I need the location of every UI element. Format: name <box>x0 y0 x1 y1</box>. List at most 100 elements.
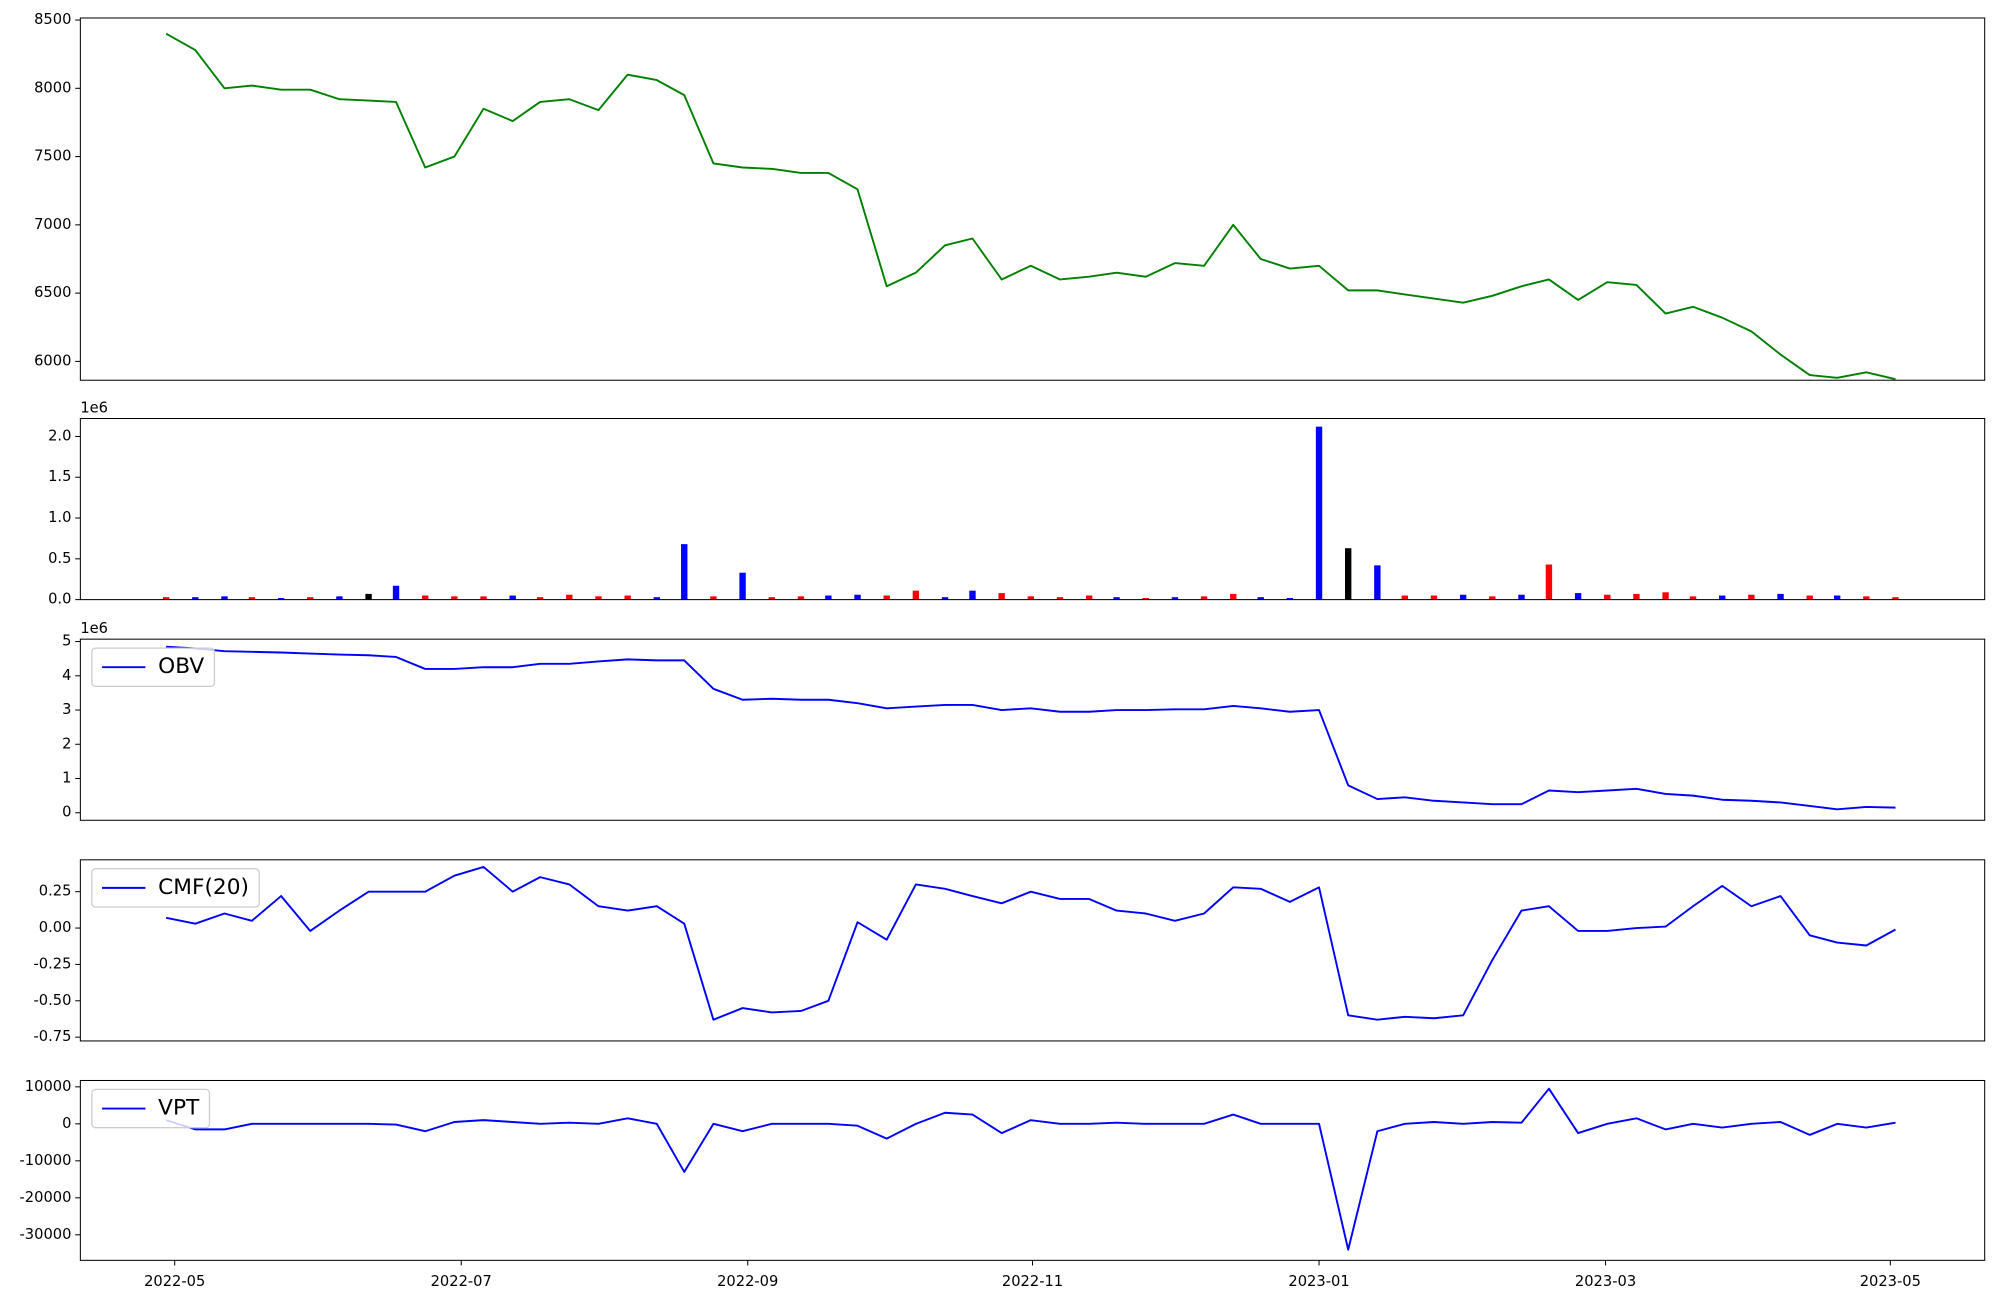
bar <box>1085 595 1093 600</box>
legend: VPT <box>91 1088 211 1129</box>
bar <box>1345 548 1352 600</box>
panel: 0.0 0.5 1.0 1.5 2.0 1e6 <box>48 399 1986 608</box>
line <box>165 865 1896 1021</box>
bar <box>1545 564 1553 600</box>
bar <box>1286 597 1294 600</box>
y-tick-label: 8500 <box>34 11 71 28</box>
legend-frame <box>91 868 260 908</box>
x-tick-label: 2023-03 <box>1575 1273 1636 1290</box>
y-tick-label: 2 <box>62 735 71 752</box>
bar <box>1489 596 1496 600</box>
bar <box>1113 597 1120 600</box>
y-tick-label: 0.5 <box>48 550 71 567</box>
bar <box>248 597 256 600</box>
axes-frame <box>79 17 1986 381</box>
bar <box>221 596 228 600</box>
y-tick-label: 1 <box>62 770 71 787</box>
bar <box>1230 593 1237 600</box>
x-tick-label: 2023-01 <box>1288 1273 1349 1290</box>
line <box>166 645 1896 811</box>
bar <box>536 597 544 600</box>
bar <box>624 595 631 600</box>
legend: CMF(20) <box>91 868 260 908</box>
bar <box>1200 596 1208 600</box>
legend-label: VPT <box>158 1096 200 1121</box>
y-tick-label: -0.75 <box>34 1028 72 1045</box>
y-tick-label: 0.00 <box>39 919 72 936</box>
y-tick-label: 6500 <box>34 284 71 301</box>
bar <box>595 596 602 600</box>
y-tick-label: 10000 <box>25 1078 72 1095</box>
bar <box>509 595 516 600</box>
panel: -0.75 -0.50 -0.25 0.00 0.25 CMF(20) <box>34 859 1986 1045</box>
bar <box>1459 594 1467 600</box>
bar <box>307 597 314 600</box>
offset-label: 1e6 <box>80 620 108 637</box>
axes-frame <box>79 417 1986 601</box>
line <box>165 32 1896 381</box>
legend: OBV <box>91 647 216 687</box>
bar <box>1315 426 1323 600</box>
y-tick-label: 4 <box>62 667 71 684</box>
bar <box>162 597 170 600</box>
bar <box>1748 594 1755 600</box>
bar <box>1430 595 1438 600</box>
bar <box>653 597 660 600</box>
bar <box>277 597 285 600</box>
x-tick-label: 2022-09 <box>717 1273 778 1290</box>
y-tick-label: 0 <box>62 1115 71 1132</box>
y-tick-label: 0.25 <box>39 883 72 900</box>
bar <box>797 596 805 600</box>
bar <box>566 594 573 600</box>
bar <box>1604 594 1611 600</box>
bar <box>1719 595 1726 600</box>
bar <box>1574 593 1582 600</box>
axes-frame <box>79 638 1986 821</box>
bar <box>336 596 343 600</box>
bar <box>451 596 458 600</box>
y-tick-label: 1.0 <box>48 509 71 526</box>
bar <box>1257 597 1264 600</box>
bar <box>883 595 890 600</box>
panel: -30000 -20000 -10000 0 10000 2022-05 2022-07 20… <box>20 1078 1986 1290</box>
bar <box>1027 596 1034 600</box>
bar <box>192 597 199 600</box>
bar <box>422 595 429 600</box>
panel: 6000 6500 7000 7500 8000 8500 <box>34 11 1986 381</box>
line <box>165 1087 1896 1251</box>
panel: 0 1 2 3 4 5 1e6 OBV <box>62 620 1986 821</box>
bar <box>825 595 832 600</box>
bar <box>969 590 976 600</box>
bar <box>1401 595 1409 600</box>
x-tick-label: 2022-11 <box>1002 1273 1063 1290</box>
y-tick-label: 0 <box>62 804 71 821</box>
bar <box>768 597 775 600</box>
bar <box>681 544 688 600</box>
y-tick-label: 2.0 <box>48 427 71 444</box>
y-tick-label: 1.5 <box>48 468 71 485</box>
y-tick-label: -0.50 <box>34 992 72 1009</box>
y-tick-label: -10000 <box>20 1152 72 1169</box>
bar <box>365 593 372 600</box>
y-tick-label: -0.25 <box>34 955 72 972</box>
bar <box>1633 593 1640 600</box>
bar <box>1171 597 1179 600</box>
bar <box>1892 597 1899 600</box>
y-tick-label: -20000 <box>20 1189 72 1206</box>
bar <box>1142 597 1149 600</box>
bar <box>710 596 717 600</box>
bar <box>1833 595 1841 600</box>
bar <box>1777 593 1784 600</box>
x-tick-label: 2023-05 <box>1860 1273 1921 1290</box>
y-tick-label: 5 <box>62 633 71 650</box>
bar <box>854 594 861 600</box>
y-tick-label: 3 <box>62 701 71 718</box>
axes-frame <box>79 859 1986 1042</box>
y-tick-label: 7500 <box>34 148 71 165</box>
bar <box>739 572 746 600</box>
bar <box>1518 594 1525 600</box>
bar <box>480 596 487 600</box>
legend-label: OBV <box>158 654 204 679</box>
